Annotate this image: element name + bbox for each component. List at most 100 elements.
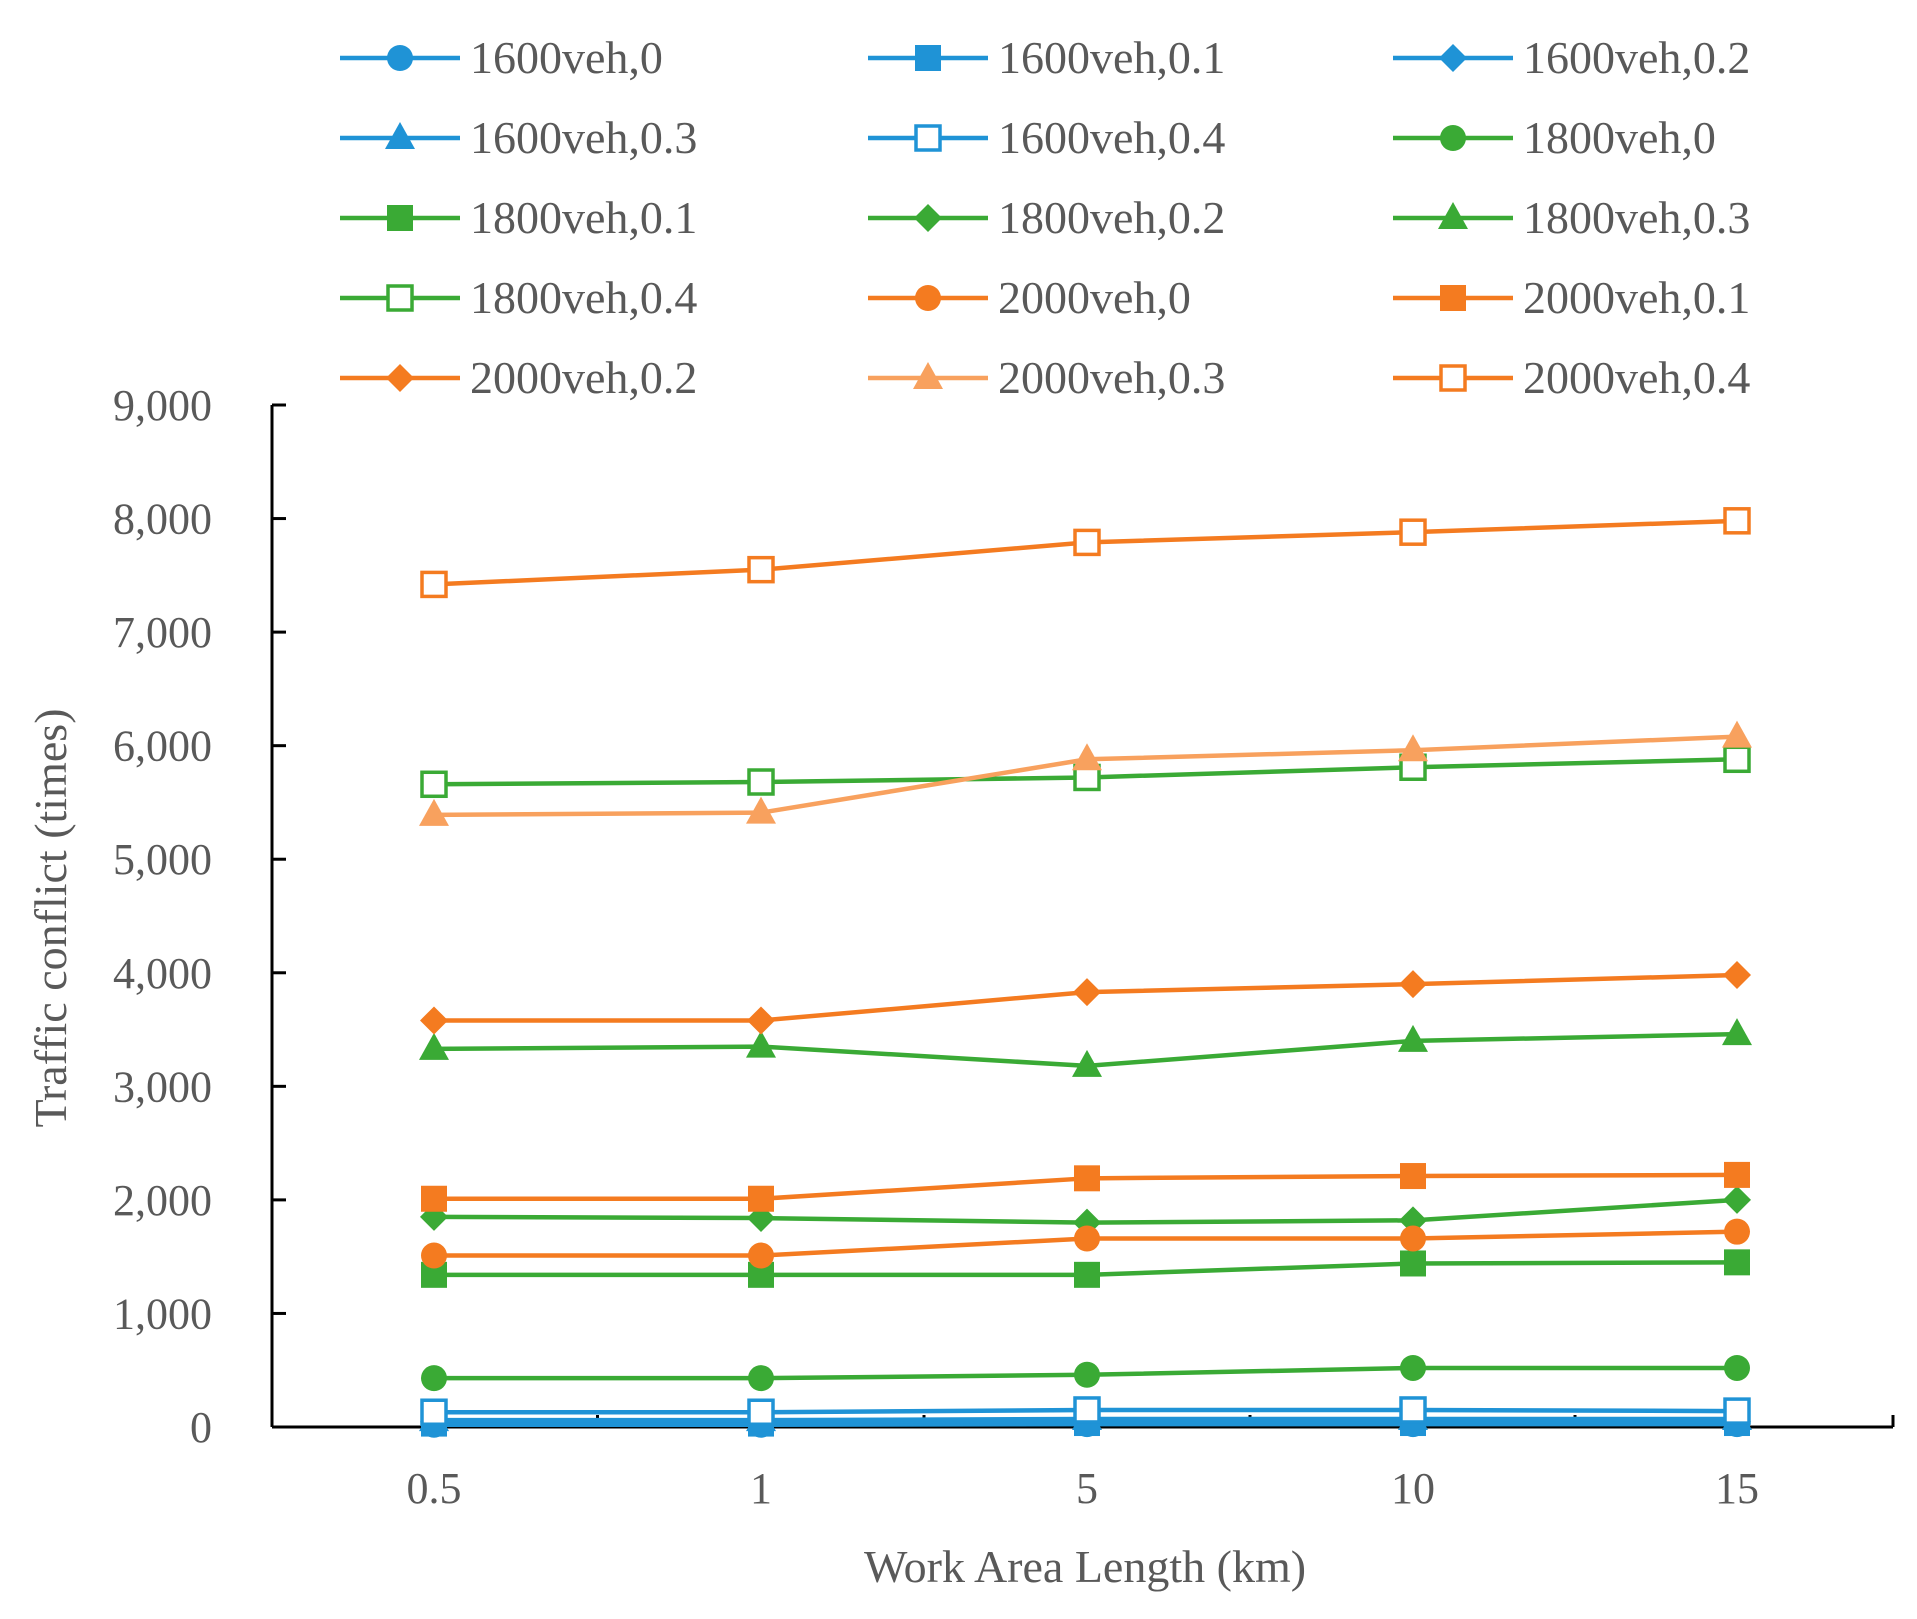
data-point-2000veh-0-1 (748, 1185, 774, 1212)
legend-label: 1800veh,0.3 (1523, 192, 1750, 243)
legend-marker (1438, 202, 1468, 229)
legend-item-1600veh-0-1: 1600veh,0.1 (868, 32, 1225, 83)
legend-label: 2000veh,0.4 (1523, 352, 1750, 403)
legend-marker (1440, 285, 1466, 311)
data-point-2000veh-0-3 (1398, 734, 1428, 762)
data-point-1800veh-0-2 (1723, 1185, 1751, 1214)
data-point-1600veh-0-4 (1399, 1396, 1427, 1424)
legend-marker (913, 362, 943, 389)
legend-item-1600veh-0: 1600veh,0 (340, 32, 663, 83)
data-point-1800veh-0 (1400, 1354, 1426, 1381)
series-2000veh-0-2 (420, 961, 1751, 1035)
y-tick-label: 6,000 (113, 722, 212, 771)
y-tick-label: 8,000 (113, 495, 212, 544)
data-point-2000veh-0-2 (1073, 978, 1101, 1007)
data-point-2000veh-0-2 (1399, 970, 1427, 999)
data-point-1800veh-0-3 (1072, 1049, 1102, 1077)
legend-item-2000veh-0-2: 2000veh,0.2 (340, 352, 697, 403)
data-point-1800veh-0-2 (1399, 1206, 1427, 1235)
data-point-1800veh-0-3 (1722, 1018, 1752, 1046)
y-tick-label: 5,000 (113, 835, 212, 884)
data-point-2000veh-0-1 (421, 1185, 447, 1212)
x-tick-label: 5 (1076, 1464, 1098, 1513)
x-tick-label: 1 (750, 1464, 772, 1513)
legend-item-1600veh-0-2: 1600veh,0.2 (1393, 32, 1750, 83)
plot-area (419, 507, 1752, 1438)
series-1800veh-0 (421, 1354, 1750, 1392)
y-tick-label: 1,000 (113, 1289, 212, 1338)
data-point-1800veh-0-1 (1074, 1261, 1100, 1288)
data-point-2000veh-0-4 (747, 555, 775, 584)
x-tick-label: 0.5 (407, 1464, 462, 1513)
series-1800veh-0-3 (419, 1018, 1752, 1077)
data-point-2000veh-0-3 (419, 798, 449, 826)
data-point-2000veh-0 (1074, 1225, 1100, 1252)
x-tick-label: 15 (1715, 1464, 1759, 1513)
y-tick-label: 0 (190, 1403, 212, 1452)
y-tick-label: 3,000 (113, 1062, 212, 1111)
y-axis: 0 1,000 2,000 3,000 4,000 5,000 6,000 7,000 8,00… (113, 381, 286, 1452)
legend-item-2000veh-0: 2000veh,0 (868, 272, 1191, 323)
legend-marker (386, 364, 414, 392)
data-point-2000veh-0-1 (1400, 1163, 1426, 1190)
y-axis-title: Traffic conflict (times) (25, 708, 76, 1127)
data-point-1800veh-0-3 (419, 1032, 449, 1060)
legend-marker (387, 205, 413, 231)
legend-item-1800veh-0-4: 1800veh,0.4 (340, 272, 697, 323)
data-point-1800veh-0-1 (1400, 1250, 1426, 1277)
series-2000veh-0-1 (421, 1161, 1750, 1212)
data-point-2000veh-0-3 (1722, 720, 1752, 748)
data-point-2000veh-0 (421, 1242, 447, 1269)
data-point-1600veh-0-4 (747, 1398, 775, 1426)
series-1600veh-0-4 (420, 1396, 1751, 1426)
data-point-2000veh-0-2 (747, 1006, 775, 1035)
data-point-2000veh-0-4 (1723, 507, 1751, 535)
data-point-2000veh-0-1 (1074, 1165, 1100, 1192)
legend-item-1800veh-0: 1800veh,0 (1393, 112, 1716, 163)
data-point-2000veh-0 (1400, 1225, 1426, 1252)
legend-label: 1800veh,0.4 (470, 272, 697, 323)
legend-marker (915, 45, 941, 71)
data-point-1600veh-0-4 (420, 1398, 448, 1426)
legend-marker (1439, 44, 1467, 72)
legend-label: 1600veh,0.4 (998, 112, 1225, 163)
legend-marker (914, 204, 942, 232)
data-point-2000veh-0-3 (1072, 743, 1102, 771)
legend-label: 1600veh,0.1 (998, 32, 1225, 83)
data-point-1800veh-0 (421, 1365, 447, 1392)
legend-marker (915, 285, 941, 311)
data-point-2000veh-0-2 (420, 1006, 448, 1035)
data-point-2000veh-0 (748, 1242, 774, 1269)
legend-marker (1439, 364, 1467, 392)
legend-label: 1800veh,0 (1523, 112, 1716, 163)
legend-label: 1600veh,0.3 (470, 112, 697, 163)
x-tick-label: 10 (1391, 1464, 1435, 1513)
legend: 1600veh,0 1600veh,0.1 1600veh,0.2 1600veh,0… (340, 32, 1750, 403)
data-point-2000veh-0-4 (1399, 518, 1427, 546)
data-point-1800veh-0-3 (746, 1030, 776, 1058)
data-point-2000veh-0-4 (420, 570, 448, 599)
legend-item-1800veh-0-1: 1800veh,0.1 (340, 192, 697, 243)
data-point-2000veh-0-1 (1724, 1161, 1750, 1188)
data-point-1600veh-0-4 (1073, 1396, 1101, 1424)
legend-label: 2000veh,0.1 (1523, 272, 1750, 323)
data-point-1800veh-0 (1724, 1354, 1750, 1381)
legend-marker (386, 284, 414, 312)
legend-item-1800veh-0-2: 1800veh,0.2 (868, 192, 1225, 243)
legend-item-1800veh-0-3: 1800veh,0.3 (1393, 192, 1750, 243)
legend-item-1600veh-0-3: 1600veh,0.3 (340, 112, 697, 163)
x-axis-title: Work Area Length (km) (864, 1541, 1306, 1592)
legend-label: 2000veh,0.3 (998, 352, 1225, 403)
legend-marker (914, 124, 942, 152)
y-tick-label: 4,000 (113, 949, 212, 998)
data-point-2000veh-0-2 (1723, 961, 1751, 990)
legend-label: 2000veh,0 (998, 272, 1191, 323)
y-tick-label: 7,000 (113, 608, 212, 657)
data-point-1800veh-0-4 (747, 768, 775, 796)
series-2000veh-0-3 (419, 720, 1752, 826)
legend-label: 1800veh,0.2 (998, 192, 1225, 243)
y-tick-label: 2,000 (113, 1176, 212, 1225)
series-2000veh-0 (421, 1218, 1750, 1269)
data-point-1800veh-0-1 (1724, 1249, 1750, 1276)
